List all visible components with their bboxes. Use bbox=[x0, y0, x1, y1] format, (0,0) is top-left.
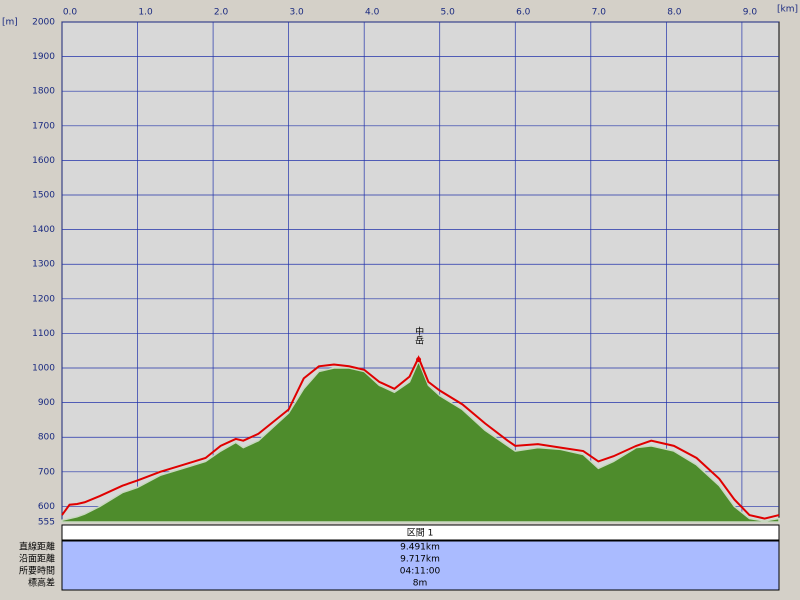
summary-header-bg bbox=[61, 524, 780, 541]
x-tick-label: 8.0 bbox=[667, 8, 682, 18]
summary-header: 区間 1 bbox=[407, 528, 434, 539]
y-tick-label: 1100 bbox=[32, 329, 55, 339]
y-tick-label: 600 bbox=[38, 502, 55, 512]
y-tick-label: 2000 bbox=[32, 18, 55, 28]
y-tick-label: 700 bbox=[38, 467, 55, 477]
summary-value: 04:11:00 bbox=[400, 567, 441, 577]
y-tick-label: 1900 bbox=[32, 52, 55, 62]
x-tick-label: 0.0 bbox=[63, 8, 78, 18]
x-tick-label: 3.0 bbox=[289, 8, 304, 18]
y-tick-label: 1700 bbox=[32, 121, 55, 131]
x-tick-label: 9.0 bbox=[743, 8, 758, 18]
route-line bbox=[61, 355, 780, 520]
y-tick-label: 1200 bbox=[32, 294, 55, 304]
summary-value: 9.491km bbox=[400, 543, 440, 553]
summary-label: 標高差 bbox=[28, 577, 55, 589]
x-tick-label: 4.0 bbox=[365, 8, 380, 18]
x-tick-label: 5.0 bbox=[441, 8, 456, 18]
summary-label: 所要時間 bbox=[19, 566, 55, 577]
peak-label: 中岳 bbox=[413, 326, 424, 346]
peak-marker bbox=[416, 357, 422, 363]
summary-label: 沿面距離 bbox=[19, 553, 55, 565]
y-unit: [m] bbox=[2, 18, 18, 28]
x-unit: [km] bbox=[777, 5, 798, 15]
summary-value: 9.717km bbox=[400, 555, 440, 565]
plot-layer bbox=[61, 355, 780, 523]
y-tick-label: 1000 bbox=[32, 364, 55, 374]
y-tick-label: 800 bbox=[38, 433, 55, 443]
y-tick-label: 1600 bbox=[32, 156, 55, 166]
x-tick-label: 1.0 bbox=[138, 8, 153, 18]
x-tick-label: 2.0 bbox=[214, 8, 229, 18]
terrain-area bbox=[61, 359, 780, 523]
y-tick-label: 1800 bbox=[32, 87, 55, 97]
x-tick-label: 6.0 bbox=[516, 8, 531, 18]
y-tick-label: 555 bbox=[38, 518, 55, 528]
y-tick-label: 1300 bbox=[32, 260, 55, 270]
x-tick-label: 7.0 bbox=[592, 8, 607, 18]
summary-body-bg bbox=[61, 540, 780, 591]
y-tick-label: 1500 bbox=[32, 191, 55, 201]
summary-value: 8m bbox=[413, 579, 428, 589]
y-tick-label: 900 bbox=[38, 398, 55, 408]
y-tick-label: 1400 bbox=[32, 225, 55, 235]
summary-label: 直線距離 bbox=[19, 541, 55, 553]
